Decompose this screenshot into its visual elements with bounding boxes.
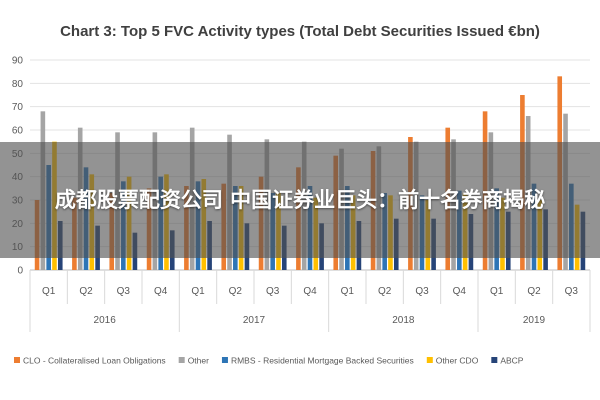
legend-swatch: [14, 357, 20, 363]
legend-label: Other CDO: [436, 356, 479, 366]
x-tick-label: Q3: [565, 286, 579, 297]
x-tick-label: Q4: [303, 286, 317, 297]
legend-swatch: [426, 357, 433, 363]
x-tick-label: Q2: [527, 286, 541, 297]
y-tick-label: 70: [12, 102, 24, 113]
y-tick-label: 0: [17, 266, 23, 277]
legend-label: CLO - Collateralised Loan Obligations: [23, 356, 166, 366]
x-tick-label: Q2: [378, 286, 392, 297]
x-tick-label: Q1: [341, 286, 355, 297]
x-tick-label: Q1: [490, 286, 504, 297]
chart-title: Chart 3: Top 5 FVC Activity types (Total…: [60, 23, 540, 40]
x-axis-year-groups: 2016 2017 2018 2019: [29, 304, 591, 332]
year-group-label: 2018: [392, 315, 415, 326]
x-tick-label: Q4: [453, 286, 467, 297]
year-group-label: 2019: [523, 315, 546, 326]
x-tick-label: Q2: [79, 286, 93, 297]
x-tick-label: Q1: [191, 286, 205, 297]
x-tick-label: Q3: [415, 286, 429, 297]
legend-label: ABCP: [500, 356, 523, 366]
legend-swatch: [178, 357, 185, 363]
year-group-label: 2017: [243, 315, 266, 326]
legend-swatch: [491, 357, 498, 363]
x-tick-label: Q3: [117, 286, 131, 297]
legend-label: Other: [188, 356, 209, 366]
x-tick-label: Q2: [229, 286, 243, 297]
headline-overlay: 成都股票配资公司 中国证券业巨头：前十名券商揭秘: [0, 142, 600, 258]
x-tick-label: Q3: [266, 286, 280, 297]
y-tick-label: 90: [12, 56, 24, 67]
overlay-headline: 成都股票配资公司 中国证券业巨头：前十名券商揭秘: [54, 188, 546, 212]
x-axis-ticks: Q1 Q2 Q3 Q4 Q1 Q2 Q3 Q4 Q1 Q2 Q3 Q4 Q1 Q2 Q3: [29, 270, 591, 304]
y-tick-label: 80: [12, 79, 24, 90]
legend-swatch: [221, 357, 228, 363]
y-tick-label: 60: [12, 126, 24, 137]
year-group-label: 2016: [94, 315, 117, 326]
x-tick-label: Q1: [42, 286, 56, 297]
x-tick-label: Q4: [154, 286, 168, 297]
legend: CLO - Collateralised Loan Obligations Oth…: [14, 356, 524, 366]
legend-label: RMBS - Residential Mortgage Backed Secur…: [231, 356, 414, 366]
